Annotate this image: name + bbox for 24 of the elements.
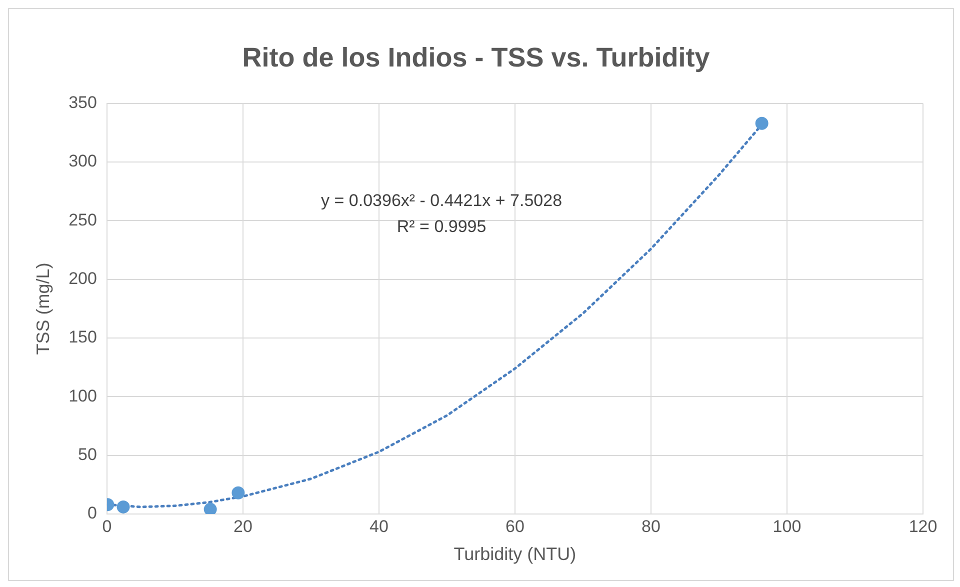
x-tick-label: 120 <box>908 516 938 536</box>
y-tick-label: 200 <box>68 269 97 288</box>
chart-title: Rito de los Indios - TSS vs. Turbidity <box>242 42 710 73</box>
point <box>204 502 217 514</box>
annotation: R² = 0.9995 <box>396 217 486 236</box>
x-axis-title: Turbidity (NTU) <box>454 544 576 564</box>
y-tick-label: 350 <box>68 93 97 112</box>
y-tick-label: 250 <box>68 210 97 230</box>
annotation: y = 0.0396x² - 0.4421x + 7.5028 <box>321 191 562 210</box>
x-tick-label: 0 <box>102 516 112 536</box>
point <box>116 500 130 514</box>
y-tick-label: 50 <box>78 445 97 464</box>
y-tick-label: 150 <box>68 328 97 347</box>
y-tick-label: 300 <box>68 152 97 171</box>
x-tick-label: 20 <box>234 516 252 536</box>
y-tick-label: 0 <box>87 504 97 523</box>
x-tick-label: 100 <box>772 516 802 536</box>
point <box>232 486 245 500</box>
x-tick-label: 40 <box>370 516 388 536</box>
y-axis-title: TSS (mg/L) <box>32 262 53 355</box>
y-tick-label: 100 <box>68 386 97 406</box>
x-tick-label: 80 <box>642 516 660 536</box>
point <box>755 116 768 130</box>
x-tick-label: 60 <box>506 516 524 536</box>
